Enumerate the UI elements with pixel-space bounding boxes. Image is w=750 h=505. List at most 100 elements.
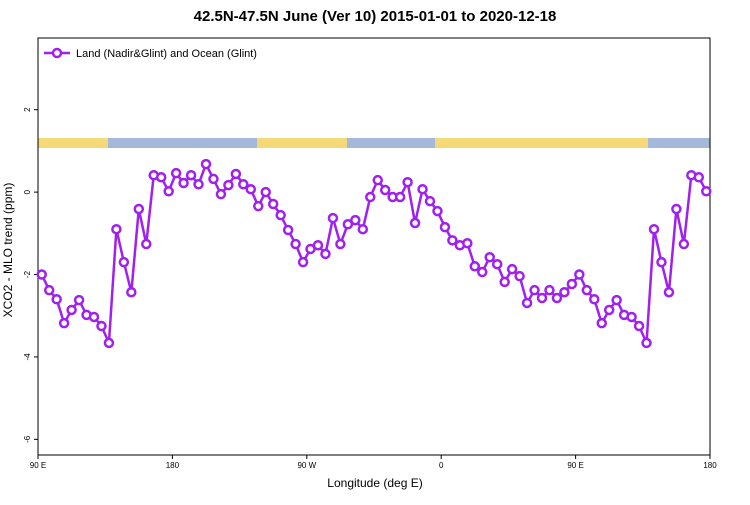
land-segment [257,138,347,148]
data-point [678,238,690,250]
data-point [469,261,481,272]
ocean-segment [108,138,257,148]
data-point [193,179,204,190]
x-tick-label: 90 W [297,461,316,470]
data-point [36,269,47,280]
data-point [290,238,301,250]
data-point [477,266,488,278]
data-point [141,238,152,250]
data-point [245,183,257,195]
data-point [335,238,346,250]
y-tick-label: -2 [23,270,32,278]
data-point [484,251,495,263]
data-point [462,237,473,249]
x-axis-label: Longitude (deg E) [327,476,422,490]
data-point [155,172,167,183]
data-point [111,223,122,235]
data-point [521,297,533,309]
data-point [574,269,585,280]
data-point [170,167,182,179]
data-point [671,203,682,215]
land-ocean-band [38,138,710,148]
x-tick-label: 0 [439,461,444,470]
data-point [372,174,383,186]
data-point [379,184,391,196]
data-point [506,263,518,275]
data-point [536,292,548,304]
data-point [51,293,62,305]
data-point [365,191,376,203]
x-tick-label: 90 E [567,461,583,470]
data-point [417,183,428,195]
x-tick-label: 90 E [30,461,46,470]
data-point [215,188,227,200]
data-point [133,203,145,215]
data-point [544,284,555,296]
data-point [43,284,55,296]
data-point [208,173,219,185]
data-point [581,284,593,296]
data-point [447,235,458,246]
y-tick-label: -4 [23,353,32,361]
data-point [432,205,443,217]
data-point [633,320,645,332]
data-point [603,304,615,316]
data-point [200,158,212,170]
data-point [275,209,286,221]
data-point [559,286,570,298]
data-point [126,286,137,298]
legend-marker [51,47,63,59]
data-point [648,223,660,235]
data-point [178,177,189,189]
x-tick-label: 180 [703,461,717,470]
data-point [551,292,563,304]
data-point [439,221,451,233]
data-point [282,224,294,236]
y-tick-label: -6 [23,435,32,443]
data-point [611,294,622,306]
data-point [327,212,339,224]
data-point [357,223,369,235]
data-point [514,270,525,282]
y-tick-label: 2 [23,107,32,112]
data-point [118,256,130,268]
data-point [185,169,197,181]
data-point [350,214,361,226]
data-point [596,317,607,329]
data-point [163,186,174,197]
chart-title: 42.5N-47.5N June (Ver 10) 2015-01-01 to … [194,8,557,25]
ocean-segment [648,138,710,148]
data-point [342,218,354,230]
data-point [58,317,70,329]
x-tick-label: 180 [166,461,180,470]
data-point [96,320,107,332]
data-point [88,311,100,323]
data-point [260,186,271,198]
data-point [589,293,600,305]
data-point [424,195,436,207]
data-point [312,240,324,251]
data-point [491,258,503,270]
ocean-segment [347,138,435,148]
y-tick-label: 0 [23,189,32,194]
data-point [253,200,264,212]
data-point [320,248,331,260]
data-point [529,284,540,296]
data-point [402,176,413,188]
plot-frame [37,37,711,456]
data-point [626,311,637,323]
land-segment [435,138,648,148]
data-point [656,256,667,268]
data-point [66,304,77,316]
y-axis-label: XCO2 - MLO trend (ppm) [1,183,15,318]
data-point [663,286,675,298]
data-line [40,160,708,344]
data-point [641,337,652,349]
legend-label: Land (Nadir&Glint) and Ocean (Glint) [76,48,257,60]
data-point [566,278,578,290]
data-point [230,168,242,180]
land-segment [38,138,108,148]
data-point [267,198,279,210]
data-point [297,256,309,268]
